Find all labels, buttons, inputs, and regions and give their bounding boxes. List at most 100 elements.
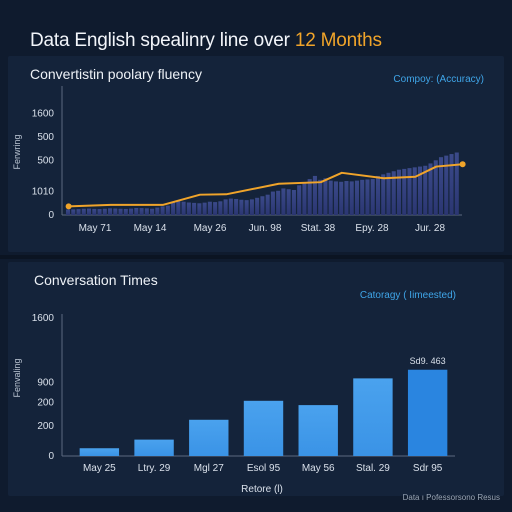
chart1-bar (302, 182, 307, 215)
chart1-bar (76, 209, 81, 215)
chart1-bar (444, 155, 449, 215)
chart1-bar (260, 196, 265, 215)
chart1-bar (360, 179, 365, 215)
chart1-bar (339, 181, 344, 215)
chart1-bar (134, 207, 139, 215)
chart1-bar (244, 200, 249, 215)
chart1-bar (234, 198, 239, 215)
chart1-y-tick-label: 1600 (32, 108, 55, 119)
chart2-x-tick-label: May 25 (83, 463, 116, 474)
panel-divider (0, 255, 512, 259)
chart1-x-tick-label: May 71 (79, 223, 112, 234)
chart1-bar (291, 190, 296, 215)
chart2-bar (243, 400, 284, 456)
chart2-bar (298, 405, 338, 456)
chart1-bar (297, 185, 302, 215)
chart2-y-tick-label: 900 (37, 378, 54, 389)
chart1-bar (365, 179, 370, 215)
chart1-x-tick-label: May 26 (194, 223, 227, 234)
chart1-bar (118, 208, 123, 215)
chart1-bar (165, 205, 170, 215)
chart1-bar (81, 208, 86, 215)
chart1-bar (123, 208, 128, 215)
chart1-bar (307, 179, 312, 215)
chart2-y-tick-label: 0 (48, 451, 54, 462)
chart1-line-point (65, 203, 72, 210)
chart1-bar (223, 199, 228, 215)
chart2-x-tick-label: Esol 95 (247, 463, 281, 474)
title-main: Data English spealinry line over (30, 30, 295, 51)
chart1-bar (181, 201, 186, 215)
chart1-bar (402, 168, 407, 215)
chart1-bar (328, 180, 333, 215)
chart1-bar (433, 160, 438, 215)
chart1-bar (265, 194, 270, 215)
chart1-bar (318, 179, 323, 215)
chart2-x-tick-label: Ltry. 29 (138, 463, 171, 474)
chart1-bar (270, 191, 275, 215)
chart1-bar (454, 152, 459, 215)
chart1-bar (228, 198, 233, 215)
chart1-bar (150, 208, 155, 215)
chart1-bar (396, 169, 402, 215)
chart2-bar (134, 439, 174, 456)
chart1-y-tick-label: 500 (37, 132, 54, 143)
chart1-bar (176, 200, 181, 215)
title-accent: 12 Months (294, 30, 382, 51)
chart2-legend: Catoragy ( Iimeested) (359, 290, 456, 301)
chart1-bar (255, 197, 260, 215)
chart1-x-tick-label: Stat. 38 (301, 223, 336, 234)
chart1-bar (428, 163, 433, 215)
chart1-bar (286, 189, 291, 215)
chart2-x-tick-label: Stal. 29 (356, 463, 390, 474)
chart1-bar (218, 201, 223, 215)
chart1-bar (449, 154, 454, 215)
chart1-bar (102, 208, 107, 215)
chart1-bar (113, 208, 118, 215)
chart-panel-top (8, 56, 504, 252)
chart1-x-tick-label: Jur. 28 (415, 223, 445, 234)
chart1-bar (423, 165, 428, 215)
chart1-y-tick-label: 1010 (32, 187, 55, 198)
chart1-bar (160, 206, 165, 215)
chart1-legend: Compoy: (Accuracy) (393, 74, 484, 85)
chart1-bar (386, 172, 391, 215)
chart1-bar (417, 166, 423, 215)
chart1-y-axis-title: Ferwring (12, 134, 22, 169)
chart2-y-axis-title: Fenvaling (12, 358, 22, 397)
chart1-bar (239, 199, 244, 215)
chart1-title: Convertistin poolary fluency (30, 66, 202, 82)
chart1-bar (192, 202, 197, 215)
chart2-x-tick-label: May 56 (302, 463, 335, 474)
chart1-x-tick-label: Epy. 28 (355, 223, 389, 234)
chart2-bar (353, 378, 393, 456)
chart1-bar (276, 190, 281, 215)
chart1-bar (155, 207, 160, 215)
chart2-x-tick-label: Mgl 27 (194, 463, 224, 474)
chart1-line-series (68, 163, 463, 208)
chart1-bar (381, 174, 386, 215)
chart2-x-axis-title: Retore (l) (241, 484, 283, 495)
chart2-title: Conversation Times (34, 272, 158, 288)
chart1-bar (92, 208, 97, 215)
page-title: Data English spealinry line over 12 Mont… (30, 30, 382, 52)
chart1-bar (139, 208, 144, 215)
chart1-bar (323, 178, 328, 215)
chart1-bar (412, 167, 417, 215)
chart2-bar (407, 369, 448, 456)
chart1-bar (144, 208, 149, 215)
chart1-bar (97, 209, 102, 215)
chart1-bar (202, 202, 207, 215)
chart2-bar (189, 419, 229, 456)
chart1-bar (375, 175, 380, 215)
chart1-bar (171, 202, 176, 215)
chart1-bar (312, 175, 317, 215)
chart1-bar (349, 181, 354, 215)
chart1-x-tick-label: May 14 (134, 223, 167, 234)
chart1-y-tick-label: 0 (48, 210, 54, 221)
chart1-bar (66, 209, 71, 215)
chart1-bar (249, 199, 254, 215)
chart2-x-tick-label: Sdr 95 (413, 463, 443, 474)
chart1-bar (186, 202, 191, 215)
